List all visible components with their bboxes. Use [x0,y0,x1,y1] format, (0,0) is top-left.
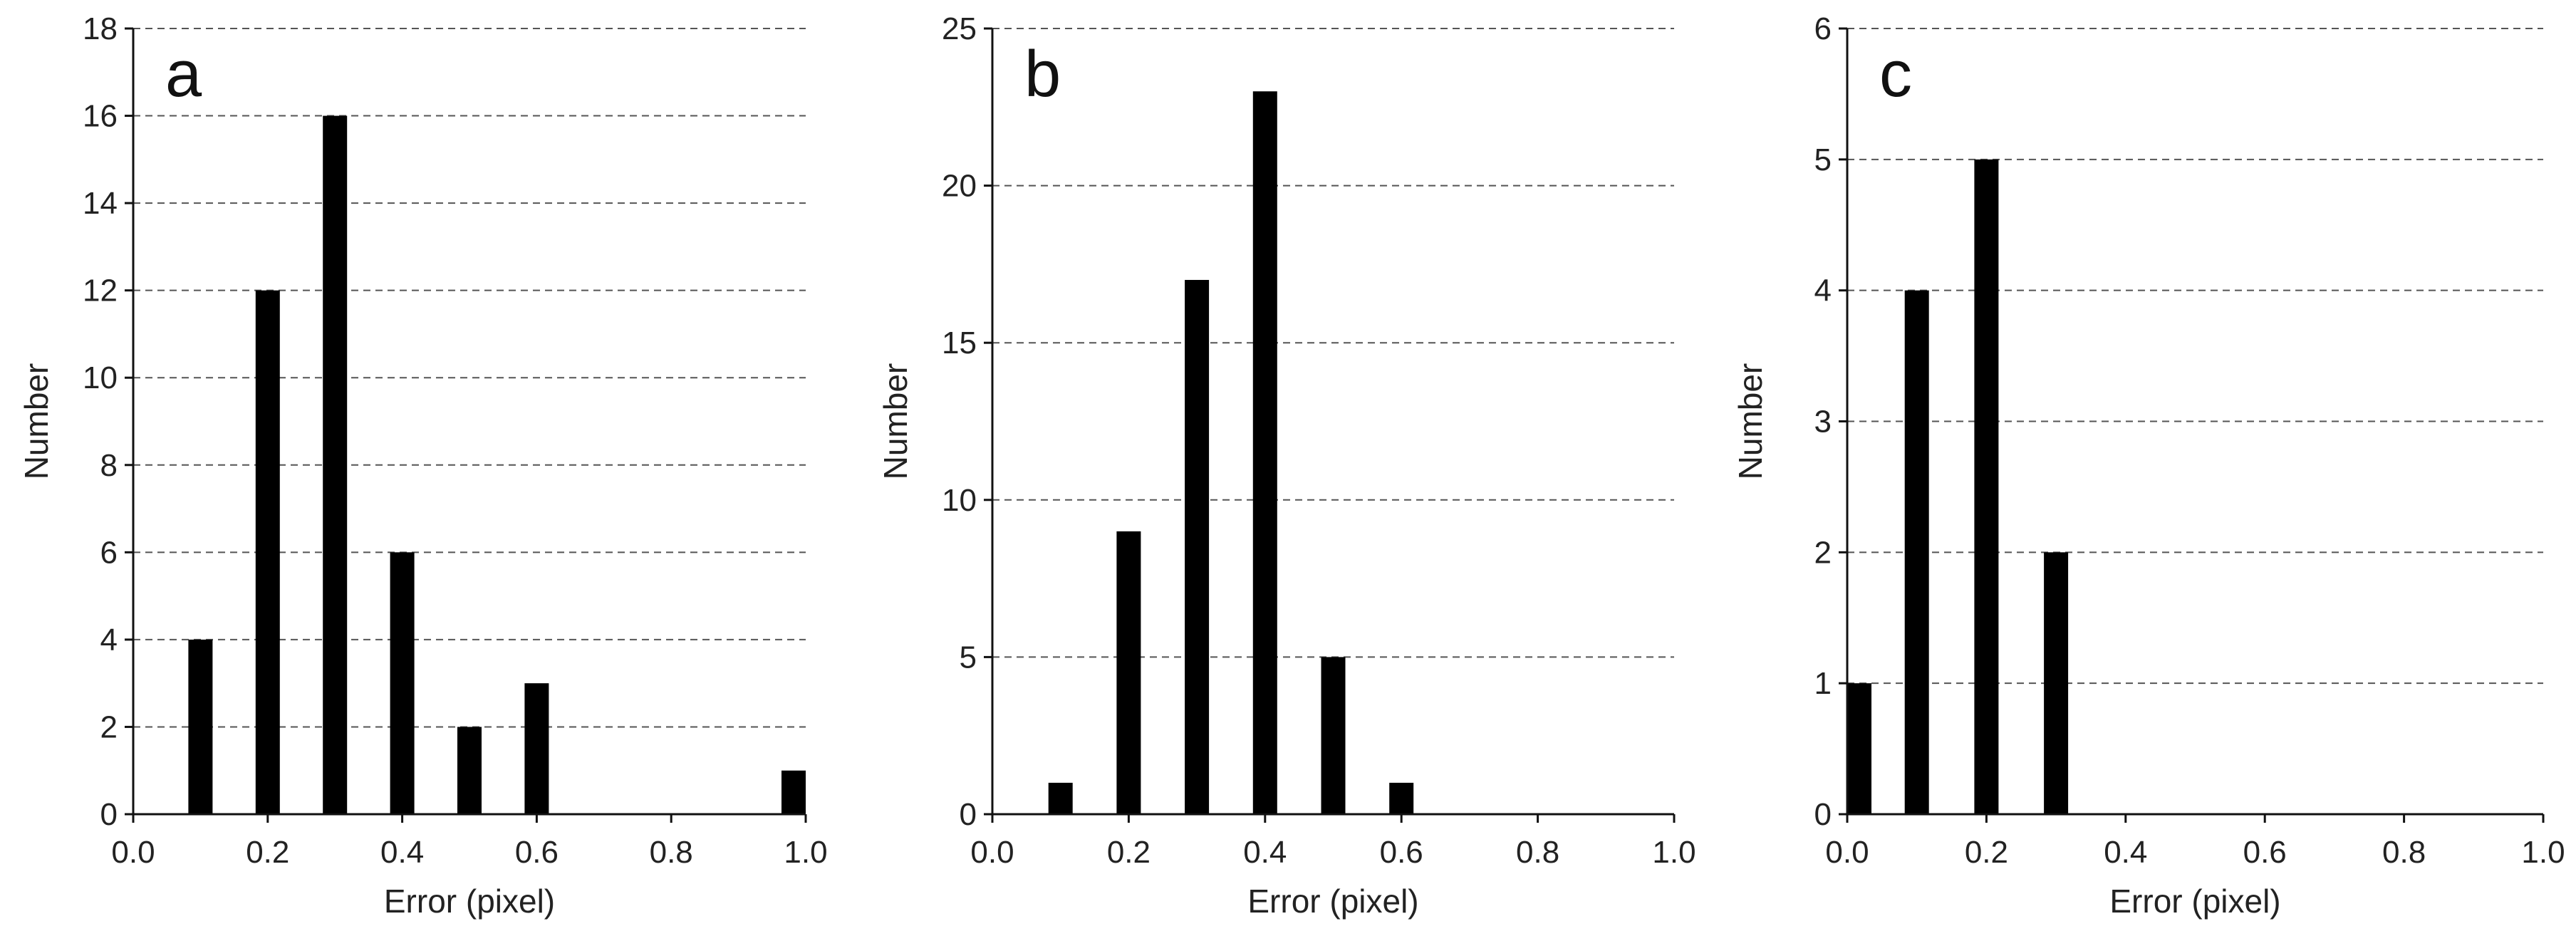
x-axis-title: Error (pixel) [384,883,555,920]
x-tick-label: 1.0 [784,835,827,870]
bar [1116,531,1141,814]
bar [1321,657,1346,814]
y-axis-title: Number [1732,363,1769,480]
panel-label: b [1024,38,1061,110]
x-tick-label: 0.8 [650,835,693,870]
y-tick-label: 10 [83,360,118,395]
y-tick-label: 5 [1814,142,1832,177]
bar [323,115,348,815]
x-tick-label: 0.6 [515,835,559,870]
y-axis-title: Number [877,363,914,480]
x-tick-label: 1.0 [2521,835,2565,870]
y-tick-label: 2 [100,709,118,744]
bar [1389,782,1414,814]
bar [524,683,549,814]
y-tick-label: 25 [942,11,977,46]
y-axis-title: Number [18,363,55,480]
bar [1904,290,1929,815]
y-tick-label: 6 [100,535,118,570]
y-tick-label: 4 [1814,274,1832,308]
y-tick-label: 14 [83,186,118,221]
x-axis-title: Error (pixel) [2109,883,2280,920]
y-tick-label: 8 [100,448,118,483]
x-axis-title: Error (pixel) [1247,883,1418,920]
x-tick-label: 1.0 [1652,835,1695,870]
bar [188,639,213,814]
y-tick-label: 10 [942,483,977,518]
y-tick-label: 0 [1814,797,1832,832]
bar [1252,91,1277,815]
y-tick-label: 2 [1814,535,1832,570]
x-tick-label: 0.2 [246,835,289,870]
x-tick-label: 0.8 [1516,835,1559,870]
x-tick-label: 0.0 [970,835,1014,870]
bar [1048,782,1073,814]
bar [2044,552,2069,814]
bar [1847,683,1871,814]
y-tick-label: 5 [960,640,977,675]
y-tick-label: 15 [942,326,977,360]
y-tick-label: 1 [1814,666,1832,701]
y-tick-label: 20 [942,169,977,204]
bar [255,290,280,815]
y-tick-label: 0 [960,797,977,832]
y-tick-label: 4 [100,623,118,657]
x-tick-label: 0.6 [2243,835,2287,870]
x-tick-label: 0.2 [1965,835,2008,870]
bar [1185,279,1210,815]
x-tick-label: 0.2 [1107,835,1151,870]
x-tick-label: 0.0 [111,835,155,870]
y-tick-label: 16 [83,99,118,134]
x-tick-label: 0.4 [1243,835,1287,870]
x-tick-label: 0.4 [2104,835,2147,870]
panel-label: c [1879,38,1912,110]
y-tick-label: 6 [1814,11,1832,46]
y-tick-label: 0 [100,797,118,832]
bar [781,770,806,814]
bar [1974,159,1999,815]
x-tick-label: 0.0 [1825,835,1869,870]
bar [390,552,415,814]
y-tick-label: 3 [1814,405,1832,440]
y-tick-label: 12 [83,274,118,308]
bar [457,727,482,814]
x-tick-label: 0.8 [2382,835,2426,870]
panel-label: a [165,38,202,110]
x-tick-label: 0.6 [1380,835,1423,870]
x-tick-label: 0.4 [380,835,424,870]
y-tick-label: 18 [83,11,118,46]
